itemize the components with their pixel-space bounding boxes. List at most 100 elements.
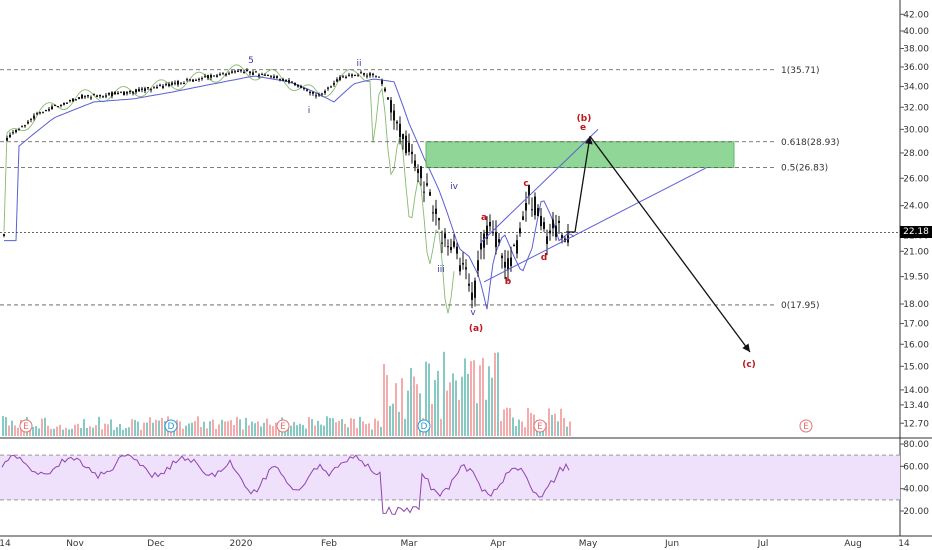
candle-body	[384, 88, 386, 92]
candle-body	[120, 91, 122, 93]
price-tick-label: 16.00	[903, 340, 929, 350]
volume-bar	[506, 407, 508, 436]
rsi-tick-label: 80.00	[903, 440, 929, 450]
candle-body	[474, 280, 476, 298]
candle-body	[468, 283, 470, 286]
candle-body	[279, 79, 281, 81]
event-marker[interactable]: D	[417, 419, 431, 433]
candle-body	[81, 94, 83, 99]
candle-body	[375, 76, 377, 78]
volume-bar	[389, 405, 391, 436]
volume-bar	[59, 424, 61, 436]
candle-body	[423, 191, 425, 193]
candle-body	[561, 235, 563, 238]
volume-bar	[110, 419, 112, 436]
event-marker[interactable]: E	[533, 419, 547, 433]
svg-text:E: E	[537, 422, 543, 432]
candle-body	[507, 258, 509, 271]
candle-body	[195, 79, 197, 81]
price-tick-label: 13.40	[903, 401, 929, 411]
candle-body	[303, 88, 305, 90]
candle-body	[396, 121, 398, 124]
candle-body	[9, 134, 11, 138]
candle-body	[30, 118, 32, 120]
volume-bar	[155, 419, 157, 436]
candle-body	[540, 215, 542, 227]
candle-body	[42, 112, 44, 114]
candle-body	[147, 87, 149, 89]
volume-bar	[56, 426, 58, 436]
price-tick-label: 21.00	[903, 247, 929, 257]
candle-body	[453, 241, 455, 247]
volume-bar	[239, 419, 241, 436]
price-tick-label: 19.50	[903, 273, 929, 283]
volume-bar	[299, 423, 301, 436]
volume-bar	[149, 417, 151, 436]
volume-bar	[311, 419, 313, 436]
projection-arrow-down	[589, 135, 751, 353]
volume-bar	[2, 416, 4, 436]
candle-body	[105, 95, 107, 97]
candle-body	[141, 88, 143, 90]
candle-body	[90, 97, 92, 99]
time-tick-label: Feb	[321, 539, 337, 549]
time-tick-label: Jun	[664, 539, 679, 549]
candle-body	[369, 73, 371, 76]
time-tick-label: May	[579, 539, 598, 549]
candle-body	[486, 225, 488, 239]
volume-bar	[464, 358, 466, 436]
volume-bar	[401, 378, 403, 436]
volume-bar	[254, 423, 256, 436]
wave-label-red: (a)	[469, 324, 483, 334]
event-marker[interactable]: E	[19, 419, 33, 433]
volume-bar	[137, 421, 139, 436]
volume-bar	[563, 417, 565, 436]
candle-body	[309, 91, 311, 94]
event-marker[interactable]: E	[799, 419, 813, 433]
volume-bar	[494, 352, 496, 436]
fib-level-label: 0.5(26.83)	[781, 164, 828, 174]
candle-body	[201, 78, 203, 80]
candle-body	[498, 239, 500, 243]
candle-body	[168, 84, 170, 87]
candle-body	[216, 75, 218, 77]
candle-body	[33, 115, 35, 119]
candle-body	[318, 94, 320, 96]
volume-bar	[359, 416, 361, 436]
volume-bar	[374, 418, 376, 436]
candle-body	[528, 185, 530, 197]
candle-body	[273, 76, 275, 79]
volume-bar	[452, 373, 454, 436]
volume-bar	[497, 352, 499, 436]
rsi-tick-label: 20.00	[903, 507, 929, 517]
candle-body	[339, 77, 341, 80]
price-tick-label: 32.00	[903, 103, 929, 113]
volume-bar	[200, 427, 202, 436]
price-pane[interactable]	[0, 0, 900, 438]
volume-bar	[458, 399, 460, 436]
price-tick-label: 12.70	[903, 419, 929, 429]
candle-body	[111, 92, 113, 97]
candle-body	[381, 80, 383, 84]
volume-bar	[185, 425, 187, 436]
candle-body	[117, 92, 119, 95]
volume-bar	[407, 390, 409, 436]
candle-body	[21, 126, 23, 128]
candle-body	[12, 132, 14, 134]
candle-body	[27, 121, 29, 124]
event-marker[interactable]: E	[276, 419, 290, 433]
event-marker[interactable]: D	[164, 419, 178, 433]
time-tick-label: Nov	[66, 539, 84, 549]
volume-bar	[368, 423, 370, 436]
candle-body	[183, 83, 185, 85]
candle-body	[390, 100, 392, 113]
volume-bar	[404, 418, 406, 436]
candle-body	[246, 69, 248, 71]
volume-bar	[140, 429, 142, 436]
volume-bar	[290, 425, 292, 436]
fib-level-label: 0(17.95)	[781, 301, 820, 311]
price-tick-label: 24.00	[903, 202, 929, 212]
candle-body	[492, 232, 494, 234]
volume-bar	[125, 427, 127, 436]
